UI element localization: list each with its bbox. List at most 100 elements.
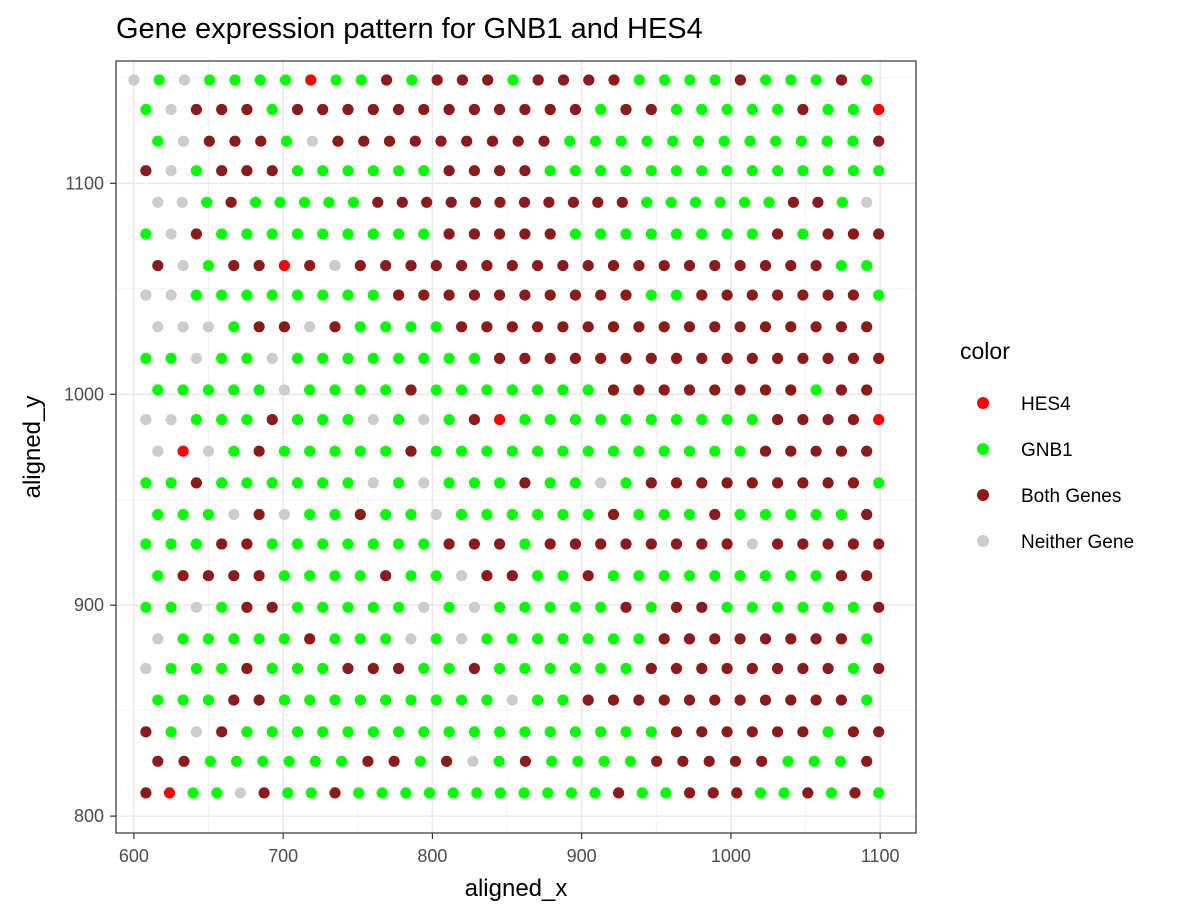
data-point [494,196,506,208]
data-point [278,694,290,706]
data-point [443,103,455,116]
data-point [258,787,270,799]
data-point [456,260,468,272]
data-point [323,196,335,208]
data-point [519,414,531,426]
data-point [873,103,885,116]
data-point [456,570,468,582]
data-point [317,165,329,177]
data-point [190,165,202,177]
data-point [772,228,784,240]
data-point [229,135,241,147]
data-point [468,726,480,738]
data-point [291,538,304,550]
data-point [388,755,400,767]
data-point [177,508,189,521]
data-point [342,103,354,116]
data-point [835,694,848,706]
data-point [659,74,671,86]
data-point [797,165,809,177]
data-point [861,384,873,396]
data-point [582,445,594,457]
data-point [797,601,809,613]
data-point [177,445,189,457]
data-point [797,477,809,489]
data-point [812,196,824,208]
data-point [696,538,708,550]
data-point [734,633,746,645]
data-point [519,352,531,364]
data-point [569,538,582,550]
data-point [620,662,632,675]
data-point [216,414,228,426]
data-point [607,260,620,272]
data-point [253,694,265,706]
data-point [772,414,784,426]
data-point [670,726,683,738]
data-point [746,538,758,550]
data-point [532,321,544,333]
data-point [418,538,430,550]
data-point [772,538,784,550]
data-point [772,662,784,675]
data-point [317,414,329,426]
data-point [405,570,417,582]
data-point [447,787,459,799]
data-point [772,165,784,177]
data-point [822,601,834,613]
data-point [381,74,393,86]
data-point [778,787,790,799]
data-point [418,165,430,177]
data-point [847,103,860,116]
data-point [519,289,531,301]
data-point [241,352,253,364]
y-axis-title: aligned_y [19,396,46,499]
data-point [569,601,582,613]
data-point [734,694,746,706]
data-point [468,103,480,116]
data-point [834,755,847,767]
data-point [582,570,594,582]
data-point [317,352,329,364]
data-point [645,289,657,301]
data-point [229,74,241,86]
data-point [177,570,189,582]
data-point [380,694,392,706]
legend-title: color [960,338,1010,364]
data-point [822,289,834,301]
data-point [861,196,873,208]
data-point [797,352,809,364]
data-point [278,445,290,457]
data-point [544,726,556,738]
data-point [595,726,607,738]
data-point [582,633,594,645]
data-point [772,477,784,489]
data-point [835,74,848,86]
data-point [405,445,417,457]
data-point [393,477,405,489]
data-point [582,384,594,396]
data-point [684,787,696,799]
data-point [216,538,228,550]
data-point [633,384,645,396]
data-point [291,662,304,675]
data-point [873,787,885,799]
data-point [665,196,677,208]
data-point [342,726,354,738]
data-point [468,352,480,364]
data-point [645,538,657,550]
data-point [358,135,370,147]
data-point [861,74,873,86]
data-point [810,694,822,706]
data-point [709,633,721,645]
data-point [519,538,531,550]
data-point [544,414,556,426]
data-point [367,414,379,426]
data-point [582,694,594,706]
data-point [633,570,645,582]
data-point [721,662,733,675]
data-point [810,633,822,645]
data-point [380,384,392,396]
data-point [204,74,216,86]
data-point [641,196,653,208]
